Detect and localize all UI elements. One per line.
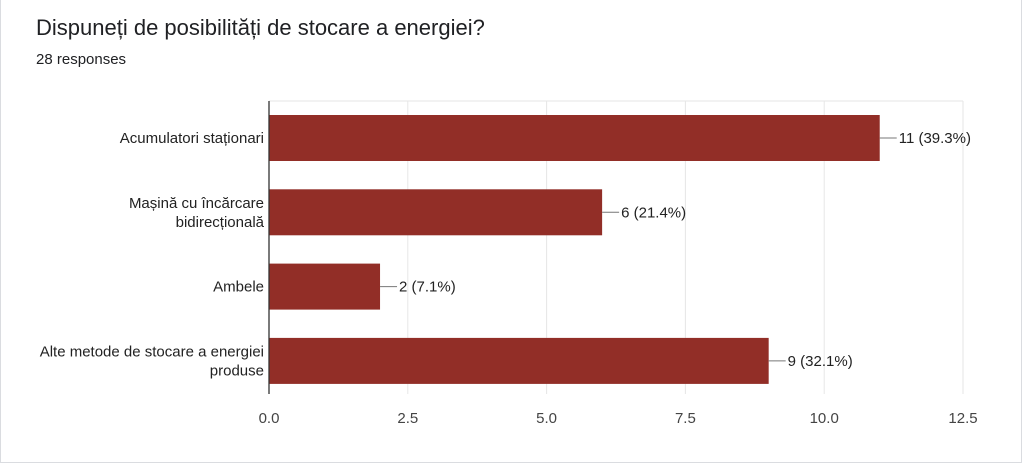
x-tick-label: 12.5 (948, 410, 977, 427)
question-title: Dispuneți de posibilități de stocare a e… (36, 15, 485, 40)
data-label: 2 (7.1%) (399, 279, 456, 296)
bar (269, 263, 381, 310)
bar (269, 337, 769, 384)
x-tick-label: 0.0 (259, 410, 280, 427)
x-tick-label: 5.0 (536, 410, 557, 427)
data-label: 11 (39.3%) (899, 130, 971, 147)
x-tick-label: 10.0 (810, 410, 839, 427)
category-label: Mașină cu încărcare bidirecțională (129, 195, 265, 231)
category-label: Ambele (213, 279, 264, 296)
bar (269, 189, 603, 236)
category-label: Alte metode de stocare a energiei produse (40, 343, 264, 379)
data-label: 6 (21.4%) (621, 204, 686, 221)
bars (269, 115, 880, 384)
bar (269, 115, 880, 161)
labels: 0.0 2.5 5.0 7.5 10.0 12.5 11 (39.3%) Acumulator… (40, 130, 978, 427)
x-tick-label: 2.5 (397, 410, 418, 427)
category-label: Acumulatori staționari (120, 130, 264, 147)
response-count: 28 responses (36, 51, 127, 68)
x-tick-label: 7.5 (675, 410, 696, 427)
data-label: 9 (32.1%) (788, 353, 853, 370)
